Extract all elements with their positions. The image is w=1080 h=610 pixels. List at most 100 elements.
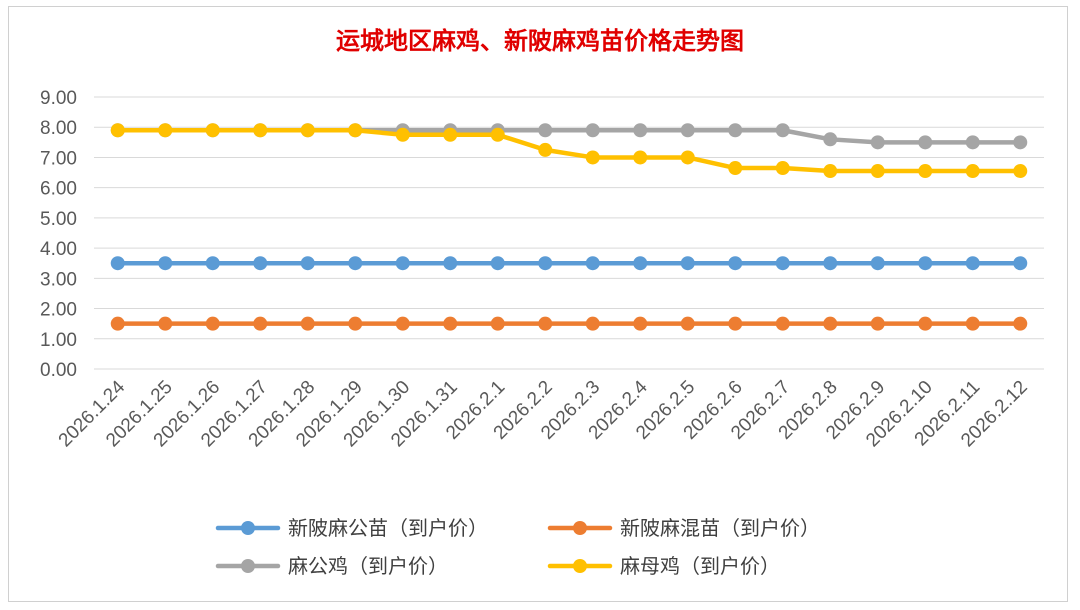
data-point xyxy=(585,316,600,331)
data-point xyxy=(538,256,553,271)
grid-lines xyxy=(94,96,1044,370)
data-point xyxy=(110,316,125,331)
series-line xyxy=(115,127,1023,174)
legend-label: 麻公鸡（到户价） xyxy=(288,554,448,578)
data-point xyxy=(395,316,410,331)
legend-item: 麻母鸡（到户价） xyxy=(547,554,780,578)
data-point xyxy=(585,256,600,271)
data-point xyxy=(965,256,980,271)
chart-frame xyxy=(8,6,1068,602)
data-point xyxy=(300,256,315,271)
data-point xyxy=(823,256,838,271)
y-tick-label: 0.00 xyxy=(40,360,77,381)
data-point xyxy=(870,256,885,271)
data-point xyxy=(110,256,125,271)
data-point xyxy=(728,316,743,331)
data-point xyxy=(205,123,220,138)
data-point xyxy=(823,164,838,179)
legend: 新陂麻公苗（到户价） 新陂麻混苗（到户价） 麻公鸡（到户价） 麻母鸡（到户价） xyxy=(215,516,820,578)
data-point xyxy=(300,316,315,331)
data-point xyxy=(253,316,268,331)
data-point xyxy=(728,161,743,176)
data-point xyxy=(633,316,648,331)
series-group xyxy=(110,123,1028,331)
legend-item: 新陂麻混苗（到户价） xyxy=(547,516,820,540)
data-point xyxy=(158,256,173,271)
y-tick-label: 7.00 xyxy=(40,148,77,169)
y-tick-label: 3.00 xyxy=(40,269,77,290)
data-point xyxy=(585,123,600,138)
legend-swatch-marker xyxy=(241,559,255,573)
data-point xyxy=(680,256,695,271)
series-2 xyxy=(110,316,1028,331)
data-point xyxy=(395,256,410,271)
data-point xyxy=(1013,135,1028,150)
data-point xyxy=(823,316,838,331)
data-point xyxy=(965,316,980,331)
data-point xyxy=(205,316,220,331)
data-point xyxy=(538,123,553,138)
y-tick-label: 5.00 xyxy=(40,209,77,230)
y-tick-label: 2.00 xyxy=(40,300,77,321)
data-point xyxy=(918,164,933,179)
legend-swatch-marker xyxy=(573,521,587,535)
data-point xyxy=(395,127,410,142)
data-point xyxy=(585,150,600,165)
data-point xyxy=(253,256,268,271)
data-point xyxy=(348,123,363,138)
data-point xyxy=(823,132,838,147)
data-point xyxy=(918,135,933,150)
legend-swatch-marker xyxy=(241,521,255,535)
y-tick-label: 1.00 xyxy=(40,330,77,351)
data-point xyxy=(775,123,790,138)
data-point xyxy=(680,150,695,165)
legend-label: 新陂麻混苗（到户价） xyxy=(620,516,820,540)
data-point xyxy=(158,123,173,138)
data-point xyxy=(870,316,885,331)
data-point xyxy=(443,127,458,142)
data-point xyxy=(490,127,505,142)
data-point xyxy=(633,123,648,138)
series-4 xyxy=(110,123,1028,179)
data-point xyxy=(965,135,980,150)
data-point xyxy=(965,164,980,179)
data-point xyxy=(158,316,173,331)
data-point xyxy=(870,164,885,179)
data-point xyxy=(775,316,790,331)
y-tick-label: 4.00 xyxy=(40,239,77,260)
data-point xyxy=(1013,164,1028,179)
data-point xyxy=(728,123,743,138)
series-1 xyxy=(110,256,1028,271)
legend-label: 新陂麻公苗（到户价） xyxy=(288,516,488,540)
data-point xyxy=(1013,256,1028,271)
legend-label: 麻母鸡（到户价） xyxy=(620,554,780,578)
data-point xyxy=(110,123,125,138)
data-point xyxy=(538,316,553,331)
legend-item: 麻公鸡（到户价） xyxy=(215,554,448,578)
data-point xyxy=(443,256,458,271)
data-point xyxy=(680,316,695,331)
data-point xyxy=(348,256,363,271)
y-tick-label: 8.00 xyxy=(40,118,77,139)
data-point xyxy=(538,142,553,157)
chart-title: 运城地区麻鸡、新陂麻鸡苗价格走势图 xyxy=(336,27,744,55)
data-point xyxy=(633,150,648,165)
data-point xyxy=(205,256,220,271)
data-point xyxy=(300,123,315,138)
y-axis-ticks: 0.00 1.00 2.00 3.00 4.00 5.00 6.00 7.00 8.00 9.00 xyxy=(40,88,77,381)
data-point xyxy=(728,256,743,271)
data-point xyxy=(680,123,695,138)
data-point xyxy=(490,316,505,331)
data-point xyxy=(775,161,790,176)
data-point xyxy=(1013,316,1028,331)
y-tick-label: 9.00 xyxy=(40,88,77,109)
data-point xyxy=(348,316,363,331)
data-point xyxy=(775,256,790,271)
x-axis-ticks: 2026.1.242026.1.252026.1.262026.1.272026… xyxy=(55,376,1032,451)
data-point xyxy=(918,256,933,271)
data-point xyxy=(870,135,885,150)
data-point xyxy=(443,316,458,331)
data-point xyxy=(490,256,505,271)
data-point xyxy=(253,123,268,138)
